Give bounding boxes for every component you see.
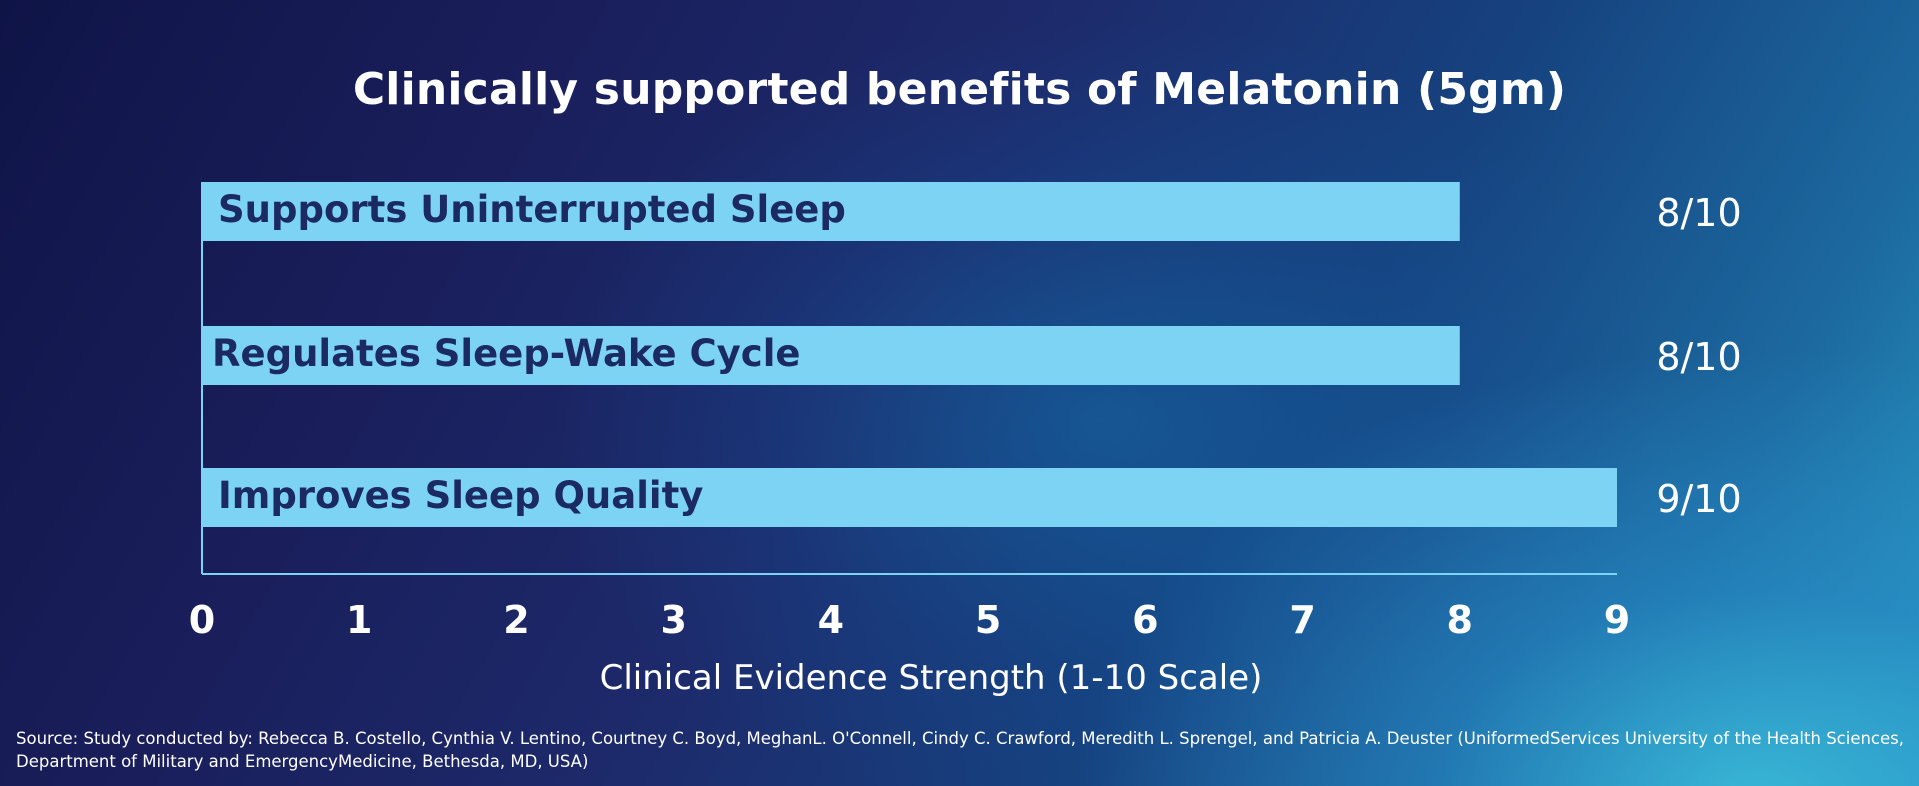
x-tick-label-7: 7	[1289, 598, 1315, 642]
bar-label-2: Regulates Sleep-Wake Cycle	[212, 332, 800, 375]
value-label-3: 9/10	[1656, 477, 1741, 521]
source-citation: Source: Study conducted by: Rebecca B. C…	[16, 729, 1904, 771]
x-tick-label-9: 9	[1604, 598, 1630, 642]
bar-1	[202, 182, 1460, 241]
x-axis-label: Clinical Evidence Strength (1-10 Scale)	[599, 658, 1263, 698]
x-tick-label-3: 3	[660, 598, 686, 642]
value-label-1: 8/10	[1656, 191, 1741, 235]
chart-title: Clinically supported benefits of Melaton…	[352, 64, 1567, 115]
bar-2	[202, 326, 1460, 385]
x-tick-label-6: 6	[1132, 598, 1158, 642]
x-tick-label-2: 2	[503, 598, 529, 642]
x-tick-label-5: 5	[975, 598, 1001, 642]
x-tick-label-8: 8	[1447, 598, 1473, 642]
bar-3	[202, 468, 1617, 527]
x-tick-label-0: 0	[189, 598, 215, 642]
x-tick-label-1: 1	[346, 598, 372, 642]
bar-label-1: Supports Uninterrupted Sleep	[218, 188, 846, 231]
x-tick-label-4: 4	[818, 598, 844, 642]
bar-label-3: Improves Sleep Quality	[218, 474, 703, 517]
value-label-2: 8/10	[1656, 335, 1741, 379]
